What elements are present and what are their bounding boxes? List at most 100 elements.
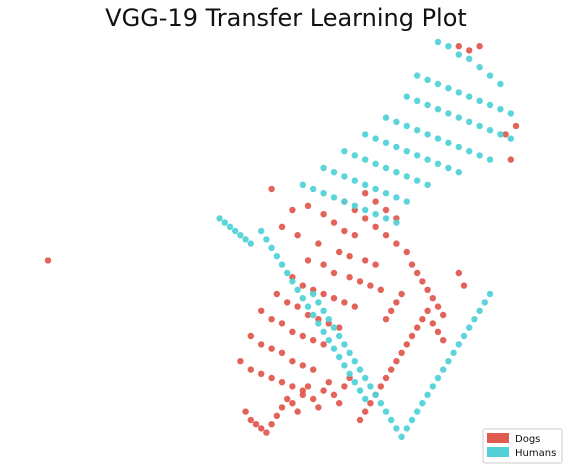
humans-point [403, 198, 410, 205]
humans-point [216, 215, 223, 222]
dogs-point [252, 421, 260, 428]
humans-point [466, 93, 473, 100]
dogs-point [372, 261, 379, 268]
dogs-point [330, 269, 338, 277]
dogs-point [304, 257, 312, 264]
dogs-point [320, 261, 327, 268]
humans-point [393, 194, 400, 201]
chart-title: VGG-19 Transfer Learning Plot [105, 4, 467, 32]
humans-point [434, 160, 442, 167]
humans-point [325, 316, 332, 323]
humans-point [351, 379, 358, 386]
humans-point [278, 261, 286, 268]
humans-point [393, 118, 400, 126]
humans-point [362, 131, 369, 138]
humans-point [455, 114, 462, 121]
humans-point [403, 425, 410, 432]
humans-point [315, 320, 322, 327]
humans-point [466, 55, 473, 62]
humans-point [382, 408, 390, 415]
dogs-point [304, 202, 312, 209]
humans-point [466, 148, 473, 155]
humans-point [382, 114, 390, 121]
dogs-point [367, 400, 374, 407]
dogs-point [356, 278, 364, 285]
dogs-point [341, 299, 348, 306]
humans-point [393, 143, 400, 151]
dogs-point [403, 248, 410, 256]
humans-point [445, 139, 452, 146]
dogs-point [278, 404, 286, 411]
humans-point [424, 391, 431, 398]
dogs-point [310, 366, 317, 373]
humans-point [471, 316, 478, 323]
humans-point [414, 177, 421, 184]
dogs-point [336, 248, 343, 256]
dogs-point [299, 332, 306, 340]
humans-point [304, 303, 312, 310]
dogs-point [294, 303, 301, 310]
humans-point [372, 211, 379, 218]
legend-label-dogs: Dogs [515, 434, 540, 445]
humans-point [445, 85, 452, 92]
humans-point [330, 345, 338, 352]
dogs-point [278, 320, 286, 327]
humans-point [232, 227, 239, 235]
humans-point [455, 143, 462, 151]
dogs-point [502, 131, 509, 138]
humans-point [258, 227, 265, 235]
humans-point [486, 290, 494, 298]
humans-point [320, 307, 327, 314]
dogs-point [299, 282, 306, 289]
dogs-point [294, 232, 301, 239]
dogs-point [258, 425, 265, 432]
humans-point [434, 80, 442, 88]
humans-point [424, 101, 431, 109]
series-dogs [44, 43, 520, 436]
dogs-point [346, 274, 353, 281]
dogs-point [263, 429, 270, 436]
humans-point [414, 97, 421, 105]
humans-point [486, 127, 494, 134]
dogs-point [341, 383, 348, 390]
dogs-point [268, 421, 275, 428]
humans-point [341, 341, 348, 348]
dogs-point [242, 408, 249, 415]
humans-point [507, 135, 514, 142]
humans-point [367, 383, 374, 390]
humans-point [372, 135, 379, 142]
dogs-point [273, 412, 280, 419]
dogs-point [304, 383, 312, 390]
dogs-point [434, 303, 442, 310]
dogs-point [393, 240, 400, 247]
humans-point [351, 358, 358, 365]
humans-point [341, 173, 348, 180]
dogs-point [299, 391, 306, 398]
dogs-point [336, 324, 343, 331]
humans-point [424, 156, 431, 163]
humans-point [341, 362, 348, 369]
humans-point [466, 324, 473, 331]
dogs-point [320, 341, 327, 348]
humans-point [398, 433, 405, 440]
humans-point [403, 93, 410, 100]
legend-label-humans: Humans [515, 448, 556, 459]
dogs-point [258, 370, 265, 377]
dogs-point [310, 337, 317, 344]
humans-point [356, 366, 364, 373]
humans-point [486, 101, 494, 109]
dogs-point [237, 358, 244, 365]
dogs-point [278, 379, 286, 386]
humans-point [330, 194, 338, 201]
dogs-point [294, 408, 301, 415]
dogs-point [315, 240, 322, 247]
dogs-point [268, 316, 275, 323]
humans-point [455, 169, 462, 176]
dogs-point [351, 303, 358, 310]
humans-point [330, 169, 338, 176]
dogs-point [299, 362, 306, 369]
dogs-point [320, 387, 327, 394]
dogs-point [429, 320, 436, 327]
